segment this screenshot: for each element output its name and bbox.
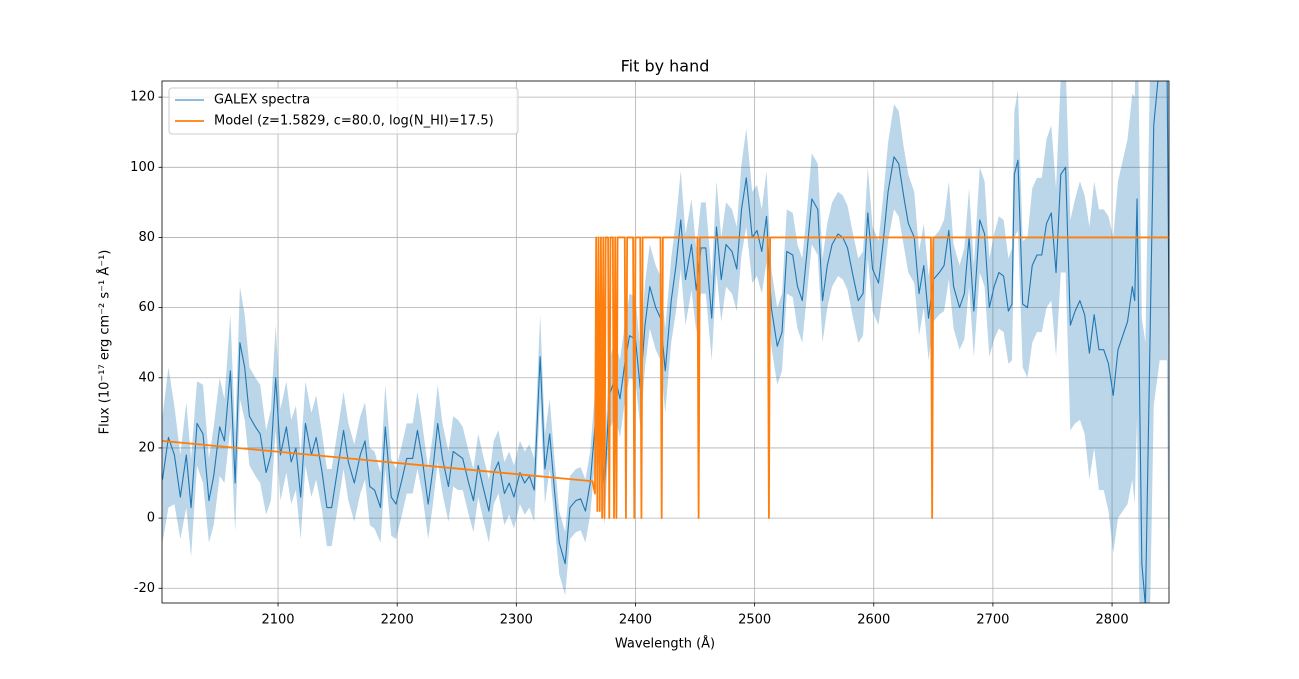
x-tick-label: 2500: [738, 613, 771, 628]
x-tick-label: 2100: [261, 613, 294, 628]
x-axis-label: Wavelength (Å): [615, 636, 715, 652]
y-tick-label: 120: [130, 90, 155, 105]
y-axis-label: Flux (10⁻¹⁷ erg cm⁻² s⁻¹ Å⁻¹): [97, 250, 113, 435]
plot-area: [162, 81, 1169, 603]
data-line: [162, 236, 1169, 520]
y-tick-label: 20: [138, 440, 155, 455]
x-tick-label: 2700: [976, 613, 1009, 628]
y-tick-label: 40: [138, 370, 155, 385]
x-tick-label: 2400: [619, 613, 652, 628]
legend: GALEX spectra Model (z=1.5829, c=80.0, lo…: [168, 87, 519, 135]
axes-frame: [161, 80, 1170, 604]
y-tick-label: 60: [138, 300, 155, 315]
data-line: [162, 81, 1169, 603]
legend-label: Model (z=1.5829, c=80.0, log(N_HI)=17.5): [214, 114, 494, 129]
legend-box: [168, 87, 519, 135]
y-tick-label: 80: [138, 230, 155, 245]
y-tick-label: -20: [134, 581, 155, 596]
y-tick-label: 100: [130, 160, 155, 175]
x-tick-label: 2300: [500, 613, 533, 628]
chart-title: Fit by hand: [621, 57, 710, 76]
x-tick-label: 2200: [381, 613, 414, 628]
error-band: [162, 81, 1169, 603]
legend-label: GALEX spectra: [214, 93, 310, 108]
x-tick-label: 2600: [857, 613, 890, 628]
y-tick-label: 0: [147, 511, 155, 526]
x-tick-label: 2800: [1096, 613, 1129, 628]
